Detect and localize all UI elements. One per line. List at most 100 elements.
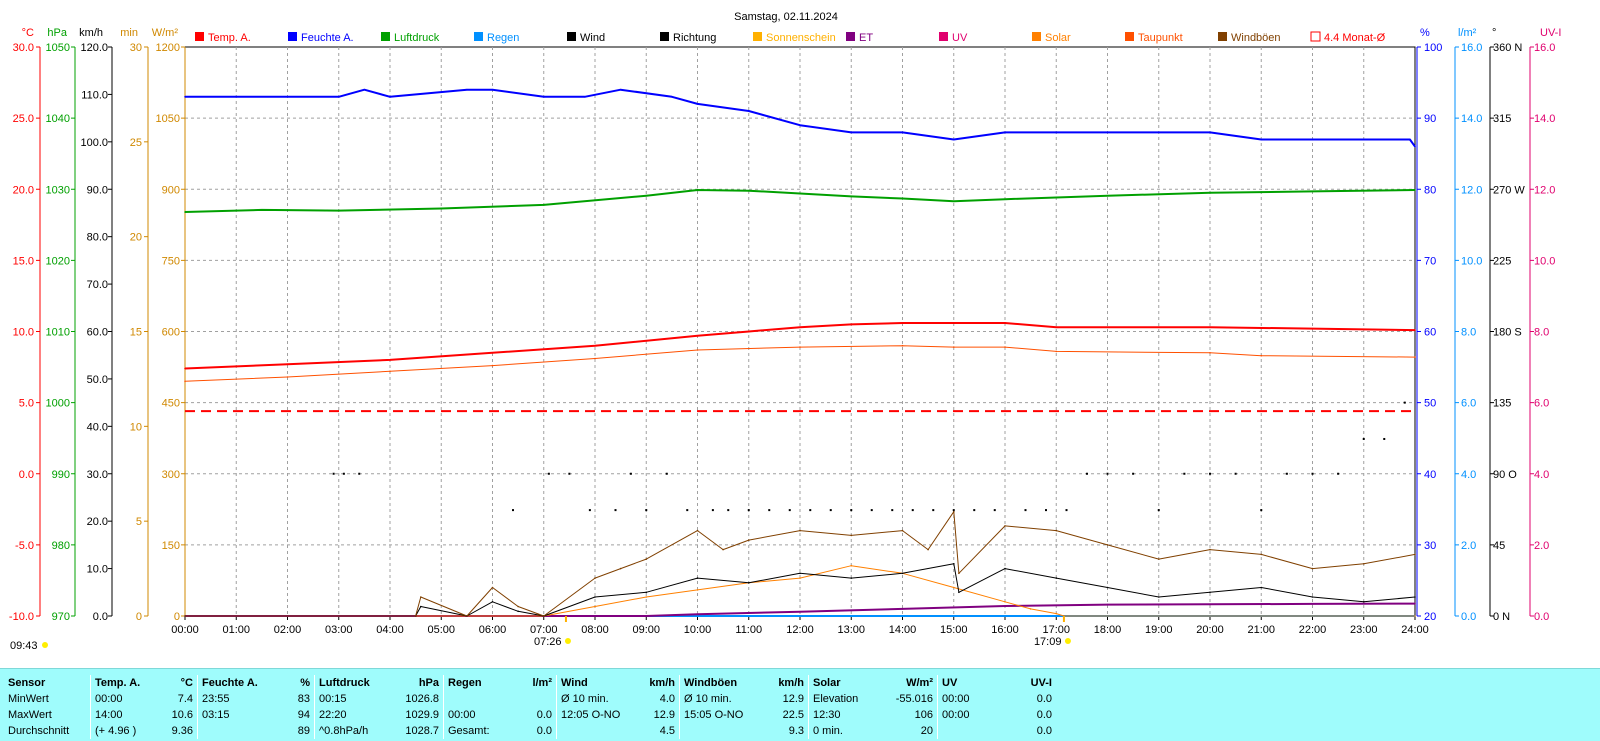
series-point-solar: [850, 564, 853, 567]
chart-title: Samstag, 02.11.2024: [734, 11, 838, 23]
legend-swatch: [753, 32, 762, 41]
stats-row: Durchschnitt (+ 4.96 ) 9.36 89 ^0.8hPa/h 1028…: [4, 723, 1056, 739]
pressure-tick-label: 1050: [46, 42, 70, 54]
temp-axis-unit: °C: [22, 27, 34, 39]
rain-tick-label: 6.0: [1461, 398, 1476, 410]
series-point-windb-en: [1158, 558, 1160, 560]
series-point-windb-en: [722, 548, 724, 551]
legend-swatch: [474, 32, 483, 41]
series-point-windb-en: [1260, 553, 1263, 556]
stats-cell: 4.0: [659, 693, 675, 705]
series-point-luftdruck: [1311, 190, 1314, 193]
wind-tick-label: 40.0: [87, 421, 108, 433]
time-tick-label: 21:00: [1247, 624, 1275, 636]
stats-cell: 4.5: [659, 725, 675, 737]
chart-grid: [184, 46, 1416, 617]
temp-tick-label: 15.0: [13, 255, 34, 267]
stats-cell: 12.9: [782, 693, 804, 705]
rain-tick-label: 4.0: [1461, 469, 1476, 481]
stats-cell: %: [300, 677, 310, 689]
series-point-taupunkt: [1055, 350, 1058, 353]
solar-tick-label: 900: [162, 184, 180, 196]
series-point-wind: [645, 591, 648, 594]
chart-axes: 30.025.020.015.010.05.00.0-5.0-10.0°C105…: [9, 27, 1561, 636]
stats-cell: 10.6: [171, 709, 193, 721]
series-point-luftdruck: [184, 211, 186, 213]
time-tick-label: 01:00: [222, 624, 250, 636]
direction-point: [1362, 437, 1365, 440]
solar-tick-label: 300: [162, 469, 180, 481]
legend-swatch: [195, 32, 204, 41]
rain-tick-label: 14.0: [1461, 113, 1482, 125]
direction-point: [1337, 472, 1340, 475]
stats-cell: 89: [297, 725, 310, 737]
series-point-temp-a: [286, 363, 289, 366]
direction-point: [870, 509, 873, 512]
solar-tick-label: 600: [162, 327, 180, 339]
series-point-taupunkt: [184, 380, 186, 383]
time-tick-label: 09:00: [632, 624, 660, 636]
series-point-luftdruck: [1414, 189, 1416, 191]
direction-point: [952, 509, 955, 512]
series-point-wind: [958, 591, 960, 594]
time-tick-label: 13:00: [837, 624, 865, 636]
series-point-et: [1106, 603, 1109, 606]
series-point-feuchte-a: [543, 96, 545, 98]
stats-cell: 00:00: [443, 707, 508, 723]
series-point-windb-en: [1209, 548, 1211, 551]
series-point-windb-en: [414, 615, 417, 617]
series-point-temp-a: [184, 367, 186, 370]
series-point-windb-en: [619, 567, 622, 570]
series-point-wind: [420, 605, 422, 608]
series-point-wind: [1004, 567, 1006, 570]
time-tick-label: 22:00: [1299, 624, 1327, 636]
direction-point: [512, 509, 514, 512]
series-point-wind: [517, 610, 519, 613]
series-point-windb-en: [1106, 544, 1109, 546]
direction-point: [711, 509, 714, 512]
series-point-feuchte-a: [1260, 138, 1263, 141]
series-point-temp-a: [389, 359, 391, 361]
direction-point: [665, 472, 668, 475]
direction-point: [547, 472, 550, 475]
rain-tick-label: 10.0: [1461, 255, 1482, 267]
series-point-et: [696, 613, 699, 615]
sunrise-icon: [564, 638, 571, 644]
series-point-luftdruck: [748, 189, 750, 192]
humidity-tick-label: 40: [1424, 469, 1436, 481]
stats-cell: Solar: [808, 675, 883, 691]
stats-cell: Temp. A.: [90, 675, 161, 691]
direction-tick-label: 135: [1493, 398, 1511, 410]
humidity-tick-label: 60: [1424, 327, 1436, 339]
series-point-temp-a: [1209, 326, 1211, 329]
series-point-luftdruck: [901, 197, 904, 200]
series-point-windb-en: [958, 572, 960, 575]
rain-tick-label: 0.0: [1461, 611, 1476, 623]
rain-tick-label: 2.0: [1461, 540, 1476, 552]
wind-tick-label: 100.0: [80, 137, 108, 149]
series-point-taupunkt: [491, 364, 494, 367]
direction-point: [1132, 472, 1135, 475]
series-point-feuchte-a: [389, 96, 391, 98]
series-point-luftdruck: [850, 195, 853, 198]
stats-cell: 0.0: [536, 725, 552, 737]
series-point-windb-en: [901, 529, 904, 532]
series-point-et: [799, 610, 801, 613]
series-point-feuchte-a: [696, 103, 699, 105]
stats-cell: km/h: [649, 677, 675, 689]
legend-label: Sonnenschein: [766, 32, 836, 44]
temp-tick-label: -10.0: [9, 611, 34, 623]
direction-tick-label: 225: [1493, 255, 1511, 267]
series-line-windb-en: [185, 511, 1416, 617]
series-point-feuchte-a: [953, 138, 955, 141]
series-point-temp-a: [748, 330, 750, 333]
stats-cell: 15:05 O-NO: [679, 707, 764, 723]
solar-tick-label: 1050: [156, 113, 180, 125]
legend-swatch: [1125, 32, 1134, 41]
series-point-windb-en: [850, 534, 853, 537]
direction-point: [911, 509, 914, 512]
statistics-panel: Sensor Temp. A. °C Feuchte A.% Luftdruck hPa R…: [0, 668, 1600, 741]
series-point-et: [901, 608, 904, 610]
stats-cell: 12:30: [808, 707, 883, 723]
stats-cell: W/m²: [906, 677, 933, 689]
